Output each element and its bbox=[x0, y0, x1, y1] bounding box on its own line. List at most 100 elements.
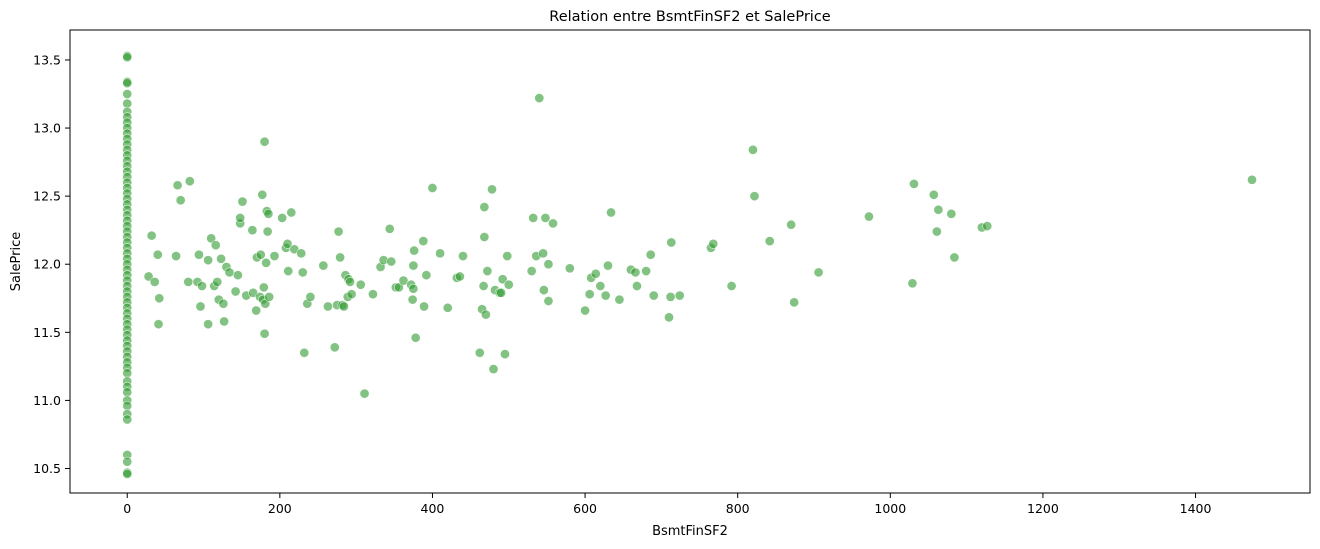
data-point bbox=[482, 266, 493, 276]
data-point bbox=[203, 255, 214, 266]
data-point bbox=[230, 286, 241, 297]
data-point bbox=[154, 293, 165, 304]
data-point bbox=[257, 189, 268, 200]
data-point bbox=[419, 301, 429, 312]
data-point bbox=[564, 263, 575, 274]
data-point bbox=[171, 251, 181, 261]
data-point bbox=[153, 319, 164, 330]
data-point bbox=[708, 238, 719, 249]
data-point bbox=[197, 281, 207, 291]
data-point bbox=[143, 271, 154, 282]
data-point bbox=[122, 400, 133, 411]
data-point bbox=[543, 296, 554, 306]
data-point bbox=[237, 196, 248, 207]
data-point bbox=[232, 270, 243, 281]
data-point bbox=[296, 248, 307, 259]
data-point bbox=[269, 251, 280, 261]
data-point bbox=[455, 271, 465, 282]
points-layer bbox=[122, 50, 1257, 479]
data-point bbox=[630, 267, 641, 278]
data-point bbox=[497, 274, 508, 285]
data-point bbox=[283, 266, 294, 276]
data-point bbox=[122, 89, 133, 99]
data-point bbox=[764, 236, 775, 246]
data-point bbox=[645, 249, 656, 260]
data-point bbox=[590, 268, 601, 279]
data-point bbox=[122, 414, 133, 425]
data-point bbox=[666, 237, 677, 248]
data-point bbox=[435, 248, 445, 259]
data-point bbox=[264, 292, 275, 302]
data-point bbox=[603, 260, 613, 271]
y-tick-label: 10.5 bbox=[33, 461, 61, 476]
data-point bbox=[407, 294, 418, 305]
plot-frame bbox=[69, 29, 1311, 494]
data-point bbox=[789, 297, 800, 308]
data-point bbox=[813, 267, 824, 278]
data-point bbox=[409, 245, 420, 256]
data-point bbox=[665, 292, 676, 302]
data-point bbox=[183, 277, 194, 287]
data-point bbox=[749, 191, 760, 202]
data-point bbox=[931, 226, 942, 237]
data-point bbox=[333, 226, 344, 237]
data-point bbox=[339, 301, 349, 312]
data-point bbox=[534, 93, 545, 103]
data-point bbox=[345, 277, 355, 287]
data-point bbox=[580, 305, 590, 316]
data-point bbox=[408, 283, 419, 294]
data-point bbox=[195, 301, 206, 312]
data-point bbox=[224, 267, 235, 278]
data-point bbox=[346, 289, 357, 300]
data-point bbox=[595, 281, 606, 291]
y-axis-ticks: 10.5 11.0 11.5 12.0 12.5 13.0 13.5 bbox=[33, 52, 70, 476]
data-point bbox=[297, 267, 308, 278]
data-point bbox=[528, 213, 539, 223]
data-point bbox=[933, 204, 944, 215]
data-point bbox=[408, 260, 419, 271]
x-tick-label: 1200 bbox=[1027, 501, 1059, 516]
y-tick-label: 13.0 bbox=[33, 121, 61, 136]
y-tick-label: 11.5 bbox=[33, 325, 61, 340]
data-point bbox=[503, 279, 514, 290]
data-point bbox=[496, 287, 507, 298]
data-point bbox=[502, 251, 513, 261]
x-tick-label: 0 bbox=[123, 501, 131, 516]
data-point bbox=[398, 275, 409, 286]
data-point bbox=[786, 219, 797, 230]
data-point bbox=[909, 178, 919, 189]
data-point bbox=[641, 266, 652, 276]
data-point bbox=[305, 292, 316, 302]
data-point bbox=[146, 230, 157, 241]
data-point bbox=[259, 328, 270, 339]
data-point bbox=[538, 285, 549, 295]
data-point bbox=[212, 277, 223, 287]
data-point bbox=[203, 319, 214, 330]
data-point bbox=[122, 387, 133, 398]
data-point bbox=[600, 290, 611, 301]
data-point bbox=[122, 469, 133, 479]
data-point bbox=[946, 208, 957, 219]
data-point bbox=[418, 236, 429, 246]
x-tick-label: 200 bbox=[268, 501, 292, 516]
x-tick-label: 800 bbox=[726, 501, 750, 516]
data-point bbox=[286, 207, 297, 218]
data-point bbox=[152, 249, 163, 260]
data-point bbox=[122, 78, 133, 89]
data-point bbox=[487, 184, 497, 195]
data-point bbox=[928, 189, 939, 200]
data-point bbox=[748, 144, 758, 155]
data-point bbox=[218, 298, 229, 309]
data-point bbox=[184, 176, 195, 187]
data-point bbox=[664, 312, 674, 323]
data-point bbox=[255, 249, 266, 260]
data-point bbox=[500, 349, 510, 359]
data-point bbox=[210, 240, 221, 251]
y-tick-label: 12.5 bbox=[33, 189, 61, 204]
data-point bbox=[355, 279, 366, 290]
data-point bbox=[982, 221, 993, 231]
data-point bbox=[674, 290, 685, 301]
data-point bbox=[548, 218, 558, 229]
data-point bbox=[384, 223, 395, 234]
